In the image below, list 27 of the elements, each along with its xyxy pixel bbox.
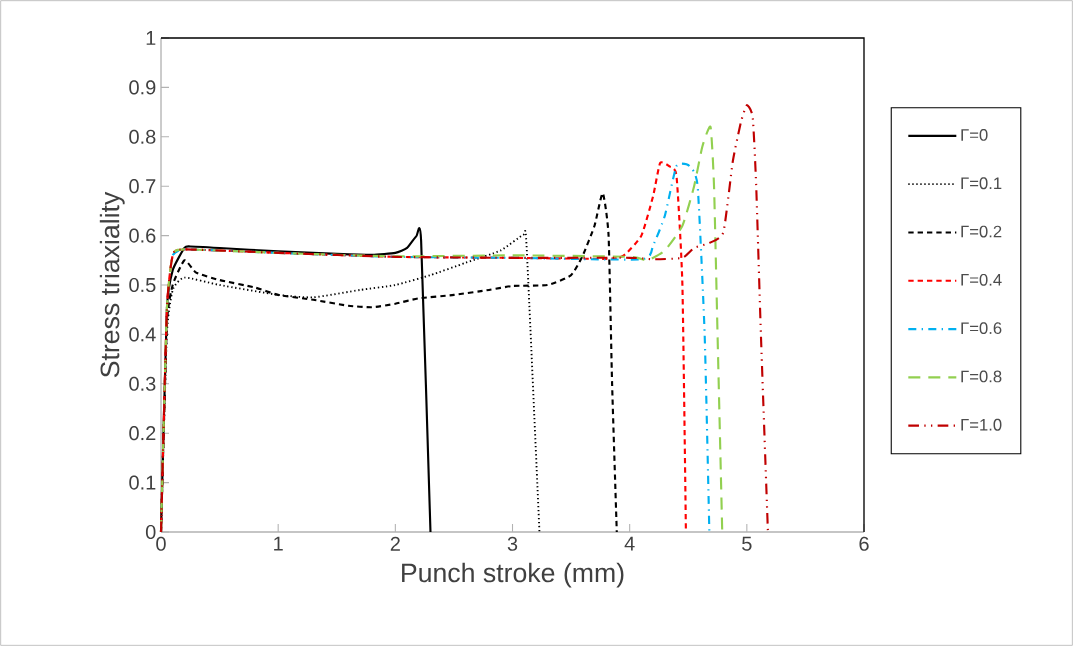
legend-label: Γ=0.1 bbox=[961, 177, 1002, 190]
legend-label: Γ=0.4 bbox=[961, 273, 1002, 286]
x-tick-label: 5 bbox=[742, 536, 752, 551]
y-tick-label: 0.6 bbox=[129, 228, 156, 243]
y-tick-label: 1 bbox=[146, 31, 156, 45]
x-tick-label: 0 bbox=[156, 536, 166, 551]
y-tick-label: 0.4 bbox=[129, 327, 156, 342]
y-tick-label: 0 bbox=[145, 524, 156, 540]
legend-label: Γ=0.8 bbox=[961, 370, 1002, 383]
y-tick-label: 0.8 bbox=[129, 129, 156, 144]
y-tick-label: 0.2 bbox=[129, 426, 156, 441]
y-tick-label: 0.5 bbox=[129, 277, 156, 293]
y-tick-label: 0.9 bbox=[129, 80, 156, 95]
x-tick-label: 1 bbox=[274, 536, 283, 551]
y-axis-title: Stress triaxiality bbox=[99, 191, 125, 378]
y-tick-label: 0.7 bbox=[129, 179, 156, 194]
x-tick-label: 6 bbox=[859, 536, 869, 551]
x-tick-label: 2 bbox=[390, 536, 400, 551]
y-tick-label: 0.1 bbox=[129, 475, 156, 490]
legend-label: Γ=1.0 bbox=[961, 418, 1002, 431]
x-axis-title: Punch stroke (mm) bbox=[402, 562, 624, 588]
x-tick-label: 3 bbox=[507, 536, 518, 551]
legend-label: Γ=0 bbox=[961, 129, 988, 141]
x-tick-label: 4 bbox=[624, 536, 635, 551]
legend-label: Γ=0.6 bbox=[961, 322, 1002, 335]
y-tick-label: 0.3 bbox=[129, 376, 156, 391]
legend-label: Γ=0.2 bbox=[961, 225, 1002, 238]
